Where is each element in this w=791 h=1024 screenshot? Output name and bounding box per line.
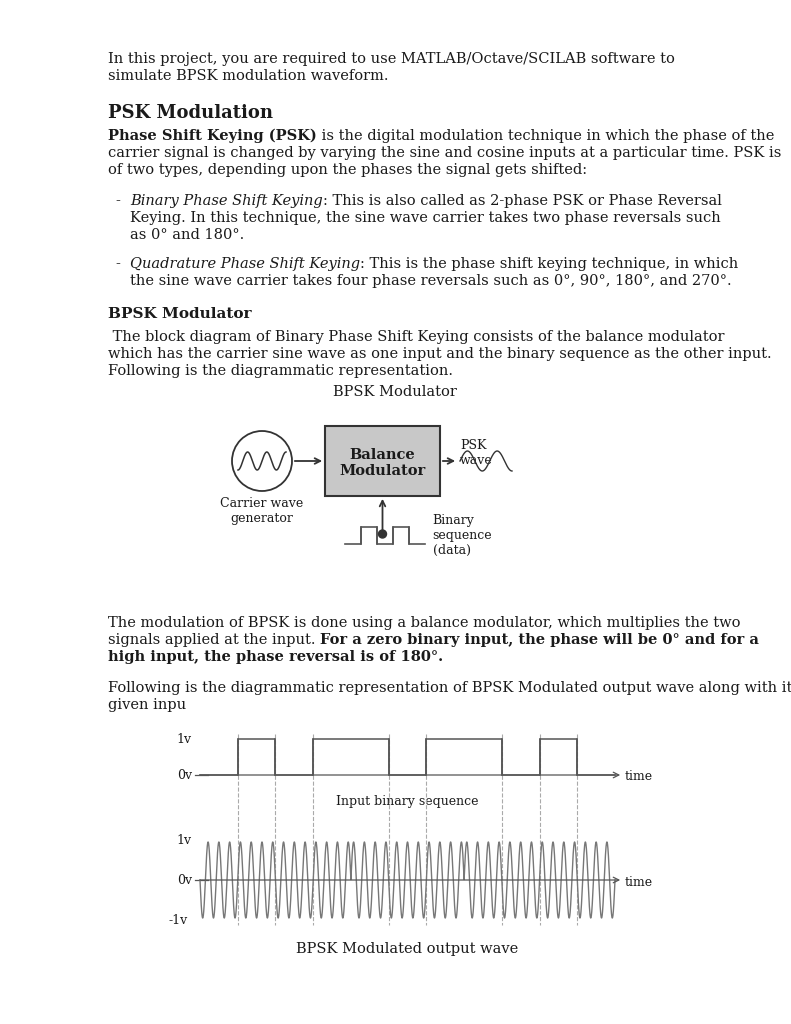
Text: time: time	[625, 876, 653, 889]
Text: Following is the diagrammatic representation of BPSK Modulated output wave along: Following is the diagrammatic representa…	[108, 681, 791, 695]
FancyBboxPatch shape	[325, 426, 440, 496]
Text: Input binary sequence: Input binary sequence	[336, 795, 479, 808]
Text: as 0° and 180°.: as 0° and 180°.	[130, 228, 244, 242]
Text: carrier signal is changed by varying the sine and cosine inputs at a particular : carrier signal is changed by varying the…	[108, 146, 782, 160]
Text: -1v: -1v	[168, 914, 188, 927]
Text: Binary
sequence
(data): Binary sequence (data)	[433, 514, 492, 557]
Text: Balance
Modulator: Balance Modulator	[339, 447, 426, 478]
Text: the sine wave carrier takes four phase reversals such as 0°, 90°, 180°, and 270°: the sine wave carrier takes four phase r…	[130, 274, 732, 288]
Text: Carrier wave
generator: Carrier wave generator	[221, 497, 304, 525]
Text: : This is the phase shift keying technique, in which: : This is the phase shift keying techniq…	[360, 257, 738, 271]
Text: time: time	[625, 770, 653, 783]
Text: 0v: 0v	[177, 769, 192, 782]
Text: Phase Shift Keying (PSK): Phase Shift Keying (PSK)	[108, 129, 316, 143]
Text: 1v: 1v	[177, 834, 192, 847]
Text: : This is also called as 2-phase PSK or Phase Reversal: : This is also called as 2-phase PSK or …	[323, 194, 721, 208]
Text: 0v: 0v	[177, 874, 192, 887]
Text: BPSK Modulator: BPSK Modulator	[108, 307, 252, 321]
Text: Quadrature Phase Shift Keying: Quadrature Phase Shift Keying	[130, 257, 360, 271]
Text: is the digital modulation technique in which the phase of the: is the digital modulation technique in w…	[316, 129, 774, 143]
Circle shape	[379, 530, 387, 538]
Text: PSK
wave: PSK wave	[460, 439, 493, 467]
Text: -: -	[115, 194, 120, 208]
Text: BPSK Modulated output wave: BPSK Modulated output wave	[297, 942, 519, 956]
Text: of two types, depending upon the phases the signal gets shifted:: of two types, depending upon the phases …	[108, 163, 587, 177]
Text: 1v: 1v	[177, 733, 192, 746]
Text: simulate BPSK modulation waveform.: simulate BPSK modulation waveform.	[108, 69, 388, 83]
Text: PSK Modulation: PSK Modulation	[108, 104, 273, 122]
Text: The block diagram of Binary Phase Shift Keying consists of the balance modulator: The block diagram of Binary Phase Shift …	[108, 330, 725, 344]
Text: Binary Phase Shift Keying: Binary Phase Shift Keying	[130, 194, 323, 208]
Text: signals applied at the input.: signals applied at the input.	[108, 633, 320, 647]
Text: -: -	[115, 257, 120, 271]
Text: BPSK Modulator: BPSK Modulator	[333, 385, 457, 399]
Text: In this project, you are required to use MATLAB/Octave/SCILAB software to: In this project, you are required to use…	[108, 52, 675, 66]
Text: For a zero binary input, the phase will be 0° and for a: For a zero binary input, the phase will …	[320, 633, 759, 647]
Text: given inpu: given inpu	[108, 698, 186, 712]
Text: high input, the phase reversal is of 180°.: high input, the phase reversal is of 180…	[108, 650, 443, 664]
Text: which has the carrier sine wave as one input and the binary sequence as the othe: which has the carrier sine wave as one i…	[108, 347, 772, 361]
Text: The modulation of BPSK is done using a balance modulator, which multiplies the t: The modulation of BPSK is done using a b…	[108, 616, 740, 630]
Text: Following is the diagrammatic representation.: Following is the diagrammatic representa…	[108, 364, 453, 378]
Text: Keying. In this technique, the sine wave carrier takes two phase reversals such: Keying. In this technique, the sine wave…	[130, 211, 721, 225]
